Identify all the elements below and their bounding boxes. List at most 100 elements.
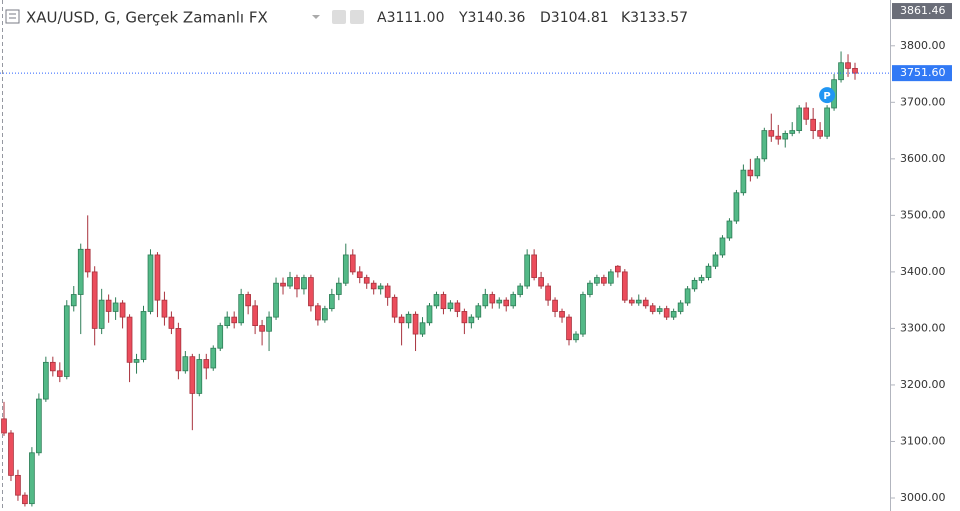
candle-body bbox=[670, 311, 677, 318]
candle-body bbox=[119, 302, 126, 318]
y-tick-label: 3500.00 bbox=[900, 208, 946, 221]
candle-body bbox=[377, 285, 384, 290]
candle-body bbox=[224, 316, 231, 326]
candle-body bbox=[642, 299, 649, 307]
ohlc-value: D3104.81 bbox=[540, 10, 609, 26]
candle-body bbox=[203, 359, 210, 369]
candle-body bbox=[684, 288, 691, 304]
candle-body bbox=[210, 347, 217, 369]
y-tick-label: 3200.00 bbox=[900, 378, 946, 391]
candle-body bbox=[447, 302, 454, 310]
candle-body bbox=[412, 313, 419, 335]
candle-body bbox=[852, 67, 858, 74]
candle-body bbox=[775, 135, 782, 140]
candle-body bbox=[524, 254, 530, 287]
candle-body bbox=[580, 294, 586, 335]
candle-body bbox=[810, 118, 816, 131]
candle-body bbox=[489, 294, 496, 304]
candle-body bbox=[356, 271, 363, 278]
candle-body bbox=[245, 294, 251, 307]
candle-body bbox=[712, 254, 719, 267]
last-price-box bbox=[892, 65, 952, 82]
candle-body bbox=[538, 277, 544, 287]
candle-body bbox=[287, 277, 293, 287]
candle-body bbox=[559, 311, 565, 318]
dropdown-arrow[interactable] bbox=[312, 15, 320, 19]
settings-icon[interactable] bbox=[350, 10, 364, 24]
plot: P bbox=[1, 51, 858, 507]
candle-body bbox=[43, 361, 49, 400]
candle-body bbox=[91, 271, 98, 329]
candle-body bbox=[231, 316, 238, 324]
candle-body bbox=[238, 294, 245, 324]
candle-body bbox=[601, 277, 607, 284]
y-tick-label: 3100.00 bbox=[900, 434, 946, 447]
y-tick-label: 3000.00 bbox=[900, 491, 946, 504]
candle-body bbox=[461, 311, 468, 324]
candle-body bbox=[496, 299, 503, 304]
y-tick-label: 3700.00 bbox=[900, 95, 946, 108]
candle-body bbox=[587, 282, 593, 295]
badge-circle bbox=[819, 87, 836, 104]
candle-body bbox=[308, 277, 314, 307]
eye-icon[interactable] bbox=[332, 10, 346, 24]
candle-body bbox=[789, 130, 796, 134]
candle-body bbox=[649, 305, 656, 312]
candle-body bbox=[8, 432, 14, 476]
candle-body bbox=[566, 316, 572, 341]
candle-body bbox=[49, 361, 56, 372]
ohlc-value: Y3140.36 bbox=[458, 10, 526, 26]
candle-body bbox=[168, 316, 175, 329]
candle-body bbox=[796, 107, 803, 131]
candle-body bbox=[573, 333, 579, 341]
candle-body bbox=[517, 285, 524, 295]
candle-body bbox=[370, 282, 377, 290]
candle-body bbox=[698, 277, 705, 281]
candle-body bbox=[126, 316, 133, 363]
last-price-label: 3751.60 bbox=[900, 66, 946, 79]
candle-body bbox=[98, 299, 105, 329]
candle-body bbox=[628, 299, 635, 304]
y-tick-label: 3800.00 bbox=[900, 39, 946, 52]
candle-body bbox=[719, 237, 726, 256]
candle-body bbox=[301, 277, 307, 290]
candle-body bbox=[747, 169, 754, 177]
candle-body bbox=[608, 271, 614, 284]
candle-body bbox=[335, 282, 342, 295]
candle-body bbox=[36, 398, 42, 454]
candle-body bbox=[733, 192, 740, 222]
y-tick-label: 3300.00 bbox=[900, 321, 946, 334]
candle-body bbox=[252, 305, 258, 326]
collapse-icon[interactable] bbox=[5, 9, 20, 24]
candle-body bbox=[56, 370, 63, 377]
candle-body bbox=[468, 316, 475, 324]
candle-body bbox=[405, 313, 412, 324]
ohlc-value: A3111.00 bbox=[377, 10, 444, 26]
y-tick-label: 3400.00 bbox=[900, 265, 946, 278]
legend: XAU/USD, G, Gerçek Zamanlı FX A3111.00 Y3… bbox=[5, 9, 688, 27]
candle-body bbox=[189, 356, 196, 394]
candle-body bbox=[614, 265, 621, 273]
y-tick-label: 3600.00 bbox=[900, 152, 946, 165]
candle-body bbox=[621, 271, 628, 301]
candle-body bbox=[322, 308, 328, 321]
candle-body bbox=[196, 359, 203, 394]
candle-body bbox=[475, 305, 482, 318]
candle-body bbox=[691, 279, 698, 290]
candle-body bbox=[440, 294, 447, 310]
high-marker-box bbox=[892, 3, 952, 20]
candle-body bbox=[705, 265, 712, 278]
candle-body bbox=[342, 254, 349, 284]
candle-body bbox=[677, 302, 684, 312]
candle-body bbox=[768, 130, 775, 137]
candle-body bbox=[154, 254, 161, 301]
candle-body bbox=[140, 311, 147, 360]
candle-body bbox=[29, 452, 35, 505]
candle-body bbox=[419, 322, 426, 335]
candle-body bbox=[77, 248, 84, 295]
high-marker-label: 3861.46 bbox=[900, 4, 946, 17]
candle-body bbox=[280, 282, 286, 287]
ohlc-value: K3133.57 bbox=[621, 10, 688, 26]
